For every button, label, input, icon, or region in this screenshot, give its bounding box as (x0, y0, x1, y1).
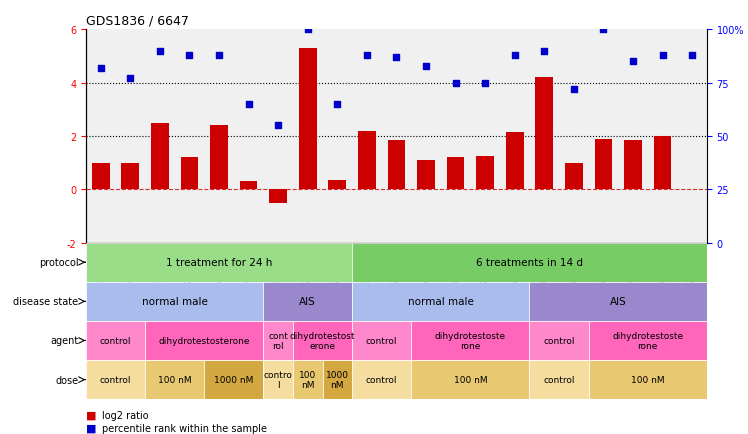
Text: control: control (543, 336, 574, 345)
Text: dose: dose (55, 375, 79, 385)
Text: normal male: normal male (142, 297, 208, 306)
Bar (210, 126, 228, 190)
Bar (447, 158, 465, 190)
Bar (411, 360, 530, 399)
Bar (180, 158, 198, 190)
Bar (530, 360, 589, 399)
Bar (204, 360, 263, 399)
Bar (86, 360, 145, 399)
Bar (358, 132, 375, 190)
Point (154, 48, 166, 55)
Text: AIS: AIS (610, 297, 627, 306)
Point (390, 55, 402, 62)
Bar (387, 141, 405, 190)
Text: dihydrotestoste
rone: dihydrotestoste rone (612, 331, 683, 350)
Bar (92, 163, 110, 190)
Text: disease state: disease state (13, 297, 79, 306)
Text: control: control (366, 375, 397, 384)
Bar (411, 321, 530, 360)
Bar (86, 282, 263, 321)
Point (509, 53, 521, 59)
Bar (536, 78, 553, 190)
Bar (589, 360, 707, 399)
Text: 6 treatments in 14 d: 6 treatments in 14 d (476, 258, 583, 267)
Text: cont
rol: cont rol (269, 331, 288, 350)
Bar (121, 163, 139, 190)
Bar (151, 123, 169, 190)
Point (479, 80, 491, 87)
Bar (530, 282, 707, 321)
Bar (565, 163, 583, 190)
Text: percentile rank within the sample: percentile rank within the sample (102, 423, 268, 433)
Text: 100 nM: 100 nM (158, 375, 191, 384)
Point (213, 53, 225, 59)
Bar (322, 360, 352, 399)
Point (361, 53, 373, 59)
Point (301, 27, 313, 34)
Text: agent: agent (50, 336, 79, 345)
Point (124, 76, 136, 83)
Point (539, 48, 551, 55)
Text: control: control (99, 375, 132, 384)
Bar (86, 243, 352, 282)
Text: protocol: protocol (39, 258, 79, 267)
Text: GDS1836 / 6647: GDS1836 / 6647 (86, 15, 189, 28)
Bar (86, 321, 145, 360)
Text: control: control (543, 375, 574, 384)
Bar (352, 282, 530, 321)
Point (95, 65, 107, 72)
Bar (299, 49, 316, 190)
Bar (263, 282, 352, 321)
Text: contro
l: contro l (264, 370, 292, 389)
Bar (145, 321, 263, 360)
Bar (293, 360, 322, 399)
Point (568, 86, 580, 93)
Bar (506, 133, 524, 190)
Bar (530, 321, 589, 360)
Point (242, 101, 254, 108)
Bar (352, 360, 411, 399)
Text: 100 nM: 100 nM (453, 375, 487, 384)
Text: 100
nM: 100 nM (299, 370, 316, 389)
Point (183, 53, 195, 59)
Bar (624, 141, 642, 190)
Bar (269, 190, 287, 203)
Text: dihydrotestosterone: dihydrotestosterone (159, 336, 250, 345)
Bar (352, 243, 707, 282)
Bar (145, 360, 204, 399)
Point (598, 27, 610, 34)
Text: dihydrotestost
erone: dihydrotestost erone (289, 331, 355, 350)
Bar (589, 321, 707, 360)
Text: ■: ■ (86, 423, 96, 433)
Text: normal male: normal male (408, 297, 473, 306)
Point (686, 53, 698, 59)
Text: 1 treatment for 24 h: 1 treatment for 24 h (166, 258, 272, 267)
Text: control: control (99, 336, 132, 345)
Text: AIS: AIS (299, 297, 316, 306)
Bar (240, 182, 257, 190)
Point (657, 53, 669, 59)
Bar (352, 321, 411, 360)
Text: dihydrotestoste
rone: dihydrotestoste rone (435, 331, 506, 350)
Text: control: control (366, 336, 397, 345)
Text: 1000 nM: 1000 nM (214, 375, 254, 384)
Bar (595, 139, 613, 190)
Point (331, 101, 343, 108)
Bar (417, 161, 435, 190)
Bar (476, 157, 494, 190)
Bar (263, 321, 293, 360)
Point (420, 63, 432, 70)
Bar (328, 181, 346, 190)
Bar (293, 321, 352, 360)
Point (450, 80, 462, 87)
Text: ■: ■ (86, 410, 96, 420)
Text: 1000
nM: 1000 nM (326, 370, 349, 389)
Point (627, 59, 639, 66)
Bar (654, 137, 672, 190)
Bar (263, 360, 293, 399)
Text: log2 ratio: log2 ratio (102, 410, 149, 420)
Text: 100 nM: 100 nM (631, 375, 664, 384)
Point (272, 122, 284, 129)
